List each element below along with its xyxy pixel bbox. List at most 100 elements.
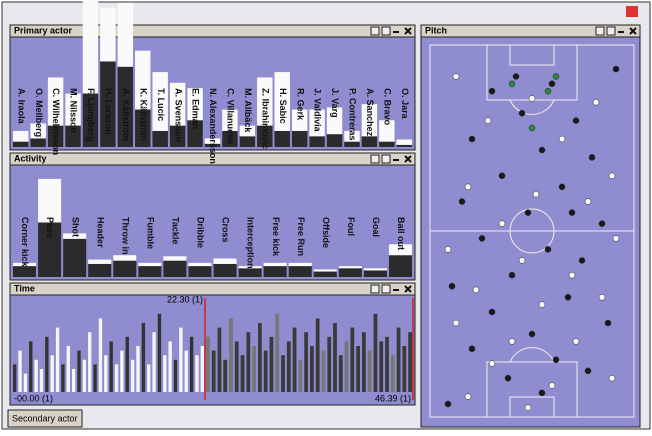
bar-dark: [135, 109, 151, 147]
bar-light: [135, 50, 151, 110]
time-bar: [195, 355, 199, 392]
time-bar: [173, 359, 178, 392]
bar-dark: [30, 138, 46, 147]
bar-light: [344, 130, 360, 142]
time-start-label: -00.00 (1): [14, 393, 53, 403]
bar-light: [238, 266, 262, 269]
event-point: [452, 73, 460, 80]
time-bar: [13, 364, 17, 392]
bar-light: [379, 120, 395, 142]
bar-dark: [100, 61, 116, 147]
window-icon[interactable]: [370, 154, 380, 164]
time-bar: [338, 355, 343, 392]
event-point: [508, 271, 516, 279]
event-point: [524, 404, 532, 411]
bar-label: A. Källström: [121, 88, 131, 141]
event-point: [572, 338, 580, 345]
bar-light: [117, 2, 134, 67]
time-bar: [189, 336, 194, 392]
close-icon[interactable]: [404, 285, 412, 293]
time-bar: [379, 341, 384, 392]
event-point: [528, 124, 536, 132]
bar-light: [222, 109, 238, 131]
event-point: [528, 330, 536, 338]
event-point: [568, 209, 576, 216]
bar-light: [138, 262, 162, 267]
event-point: [592, 98, 600, 106]
panel-title: Primary actor: [14, 25, 73, 35]
time-bar: [71, 369, 76, 392]
bar-label: C. Wilhelmsson: [51, 88, 61, 155]
bar-dark: [338, 268, 362, 277]
bar-label: Foul: [346, 217, 356, 236]
event-point: [552, 356, 560, 364]
close-button[interactable]: [626, 6, 638, 17]
time-bar: [184, 350, 188, 392]
bar-label: H. Larsson: [104, 88, 114, 135]
event-point: [524, 209, 532, 216]
event-point: [468, 135, 476, 143]
bar-label: Interception: [246, 217, 256, 269]
time-bar: [34, 359, 38, 392]
window-icon[interactable]: [370, 26, 380, 36]
bar-label: Goal: [371, 217, 381, 237]
close-icon[interactable]: [629, 27, 637, 35]
bar-light: [213, 258, 237, 264]
bar-dark: [13, 266, 37, 277]
bar-light: [13, 262, 37, 267]
time-bar: [45, 336, 49, 392]
event-point: [552, 73, 560, 80]
event-point: [548, 382, 556, 389]
bar-light: [326, 107, 343, 135]
bar-label: O. Mellberg: [34, 88, 44, 137]
event-point: [612, 235, 620, 242]
time-bar: [333, 323, 337, 392]
event-point: [564, 293, 572, 301]
time-bar: [396, 327, 401, 392]
bar-dark: [63, 238, 87, 277]
bar-dark: [38, 222, 62, 277]
time-bar: [310, 346, 314, 392]
time-bar: [292, 327, 297, 392]
bar-label: A. Iraola: [16, 88, 26, 125]
time-bar: [367, 350, 372, 392]
bar-label: M. Nilsson: [69, 88, 79, 133]
event-point: [504, 374, 512, 382]
time-bar: [77, 350, 81, 392]
edit-icon[interactable]: [381, 26, 391, 36]
tab-title[interactable]: Secondary actor: [12, 413, 78, 423]
time-bar: [157, 313, 162, 392]
close-icon[interactable]: [404, 27, 412, 35]
time-bar: [179, 327, 183, 392]
bar-dark: [117, 66, 134, 147]
event-point: [588, 154, 596, 161]
bar-light: [257, 77, 273, 126]
time-bar: [246, 332, 251, 392]
bar-light: [152, 72, 168, 131]
event-point: [548, 80, 556, 88]
window-icon[interactable]: [370, 284, 380, 294]
bar-dark: [47, 125, 64, 147]
edit-icon[interactable]: [381, 154, 391, 164]
event-point: [584, 198, 592, 205]
bar-dark: [238, 268, 262, 277]
bar-label: Fumble: [145, 217, 155, 249]
close-icon[interactable]: [404, 155, 412, 163]
time-bar: [55, 327, 60, 392]
event-point: [444, 400, 452, 408]
bar-label: Header: [95, 217, 105, 248]
event-point: [544, 246, 552, 253]
event-point: [478, 235, 486, 242]
window-icon[interactable]: [595, 26, 605, 36]
event-point: [604, 319, 612, 327]
edit-icon[interactable]: [381, 284, 391, 294]
bar-label: Shot: [70, 217, 80, 237]
time-bar: [286, 341, 291, 392]
bar-label: Free Run: [296, 217, 306, 256]
time-bar: [211, 350, 216, 392]
event-point: [558, 135, 566, 143]
bar-dark: [239, 136, 256, 147]
event-point: [472, 286, 480, 294]
secondary-actor-tab[interactable]: Secondary actor: [7, 409, 83, 428]
edit-icon[interactable]: [606, 26, 616, 36]
